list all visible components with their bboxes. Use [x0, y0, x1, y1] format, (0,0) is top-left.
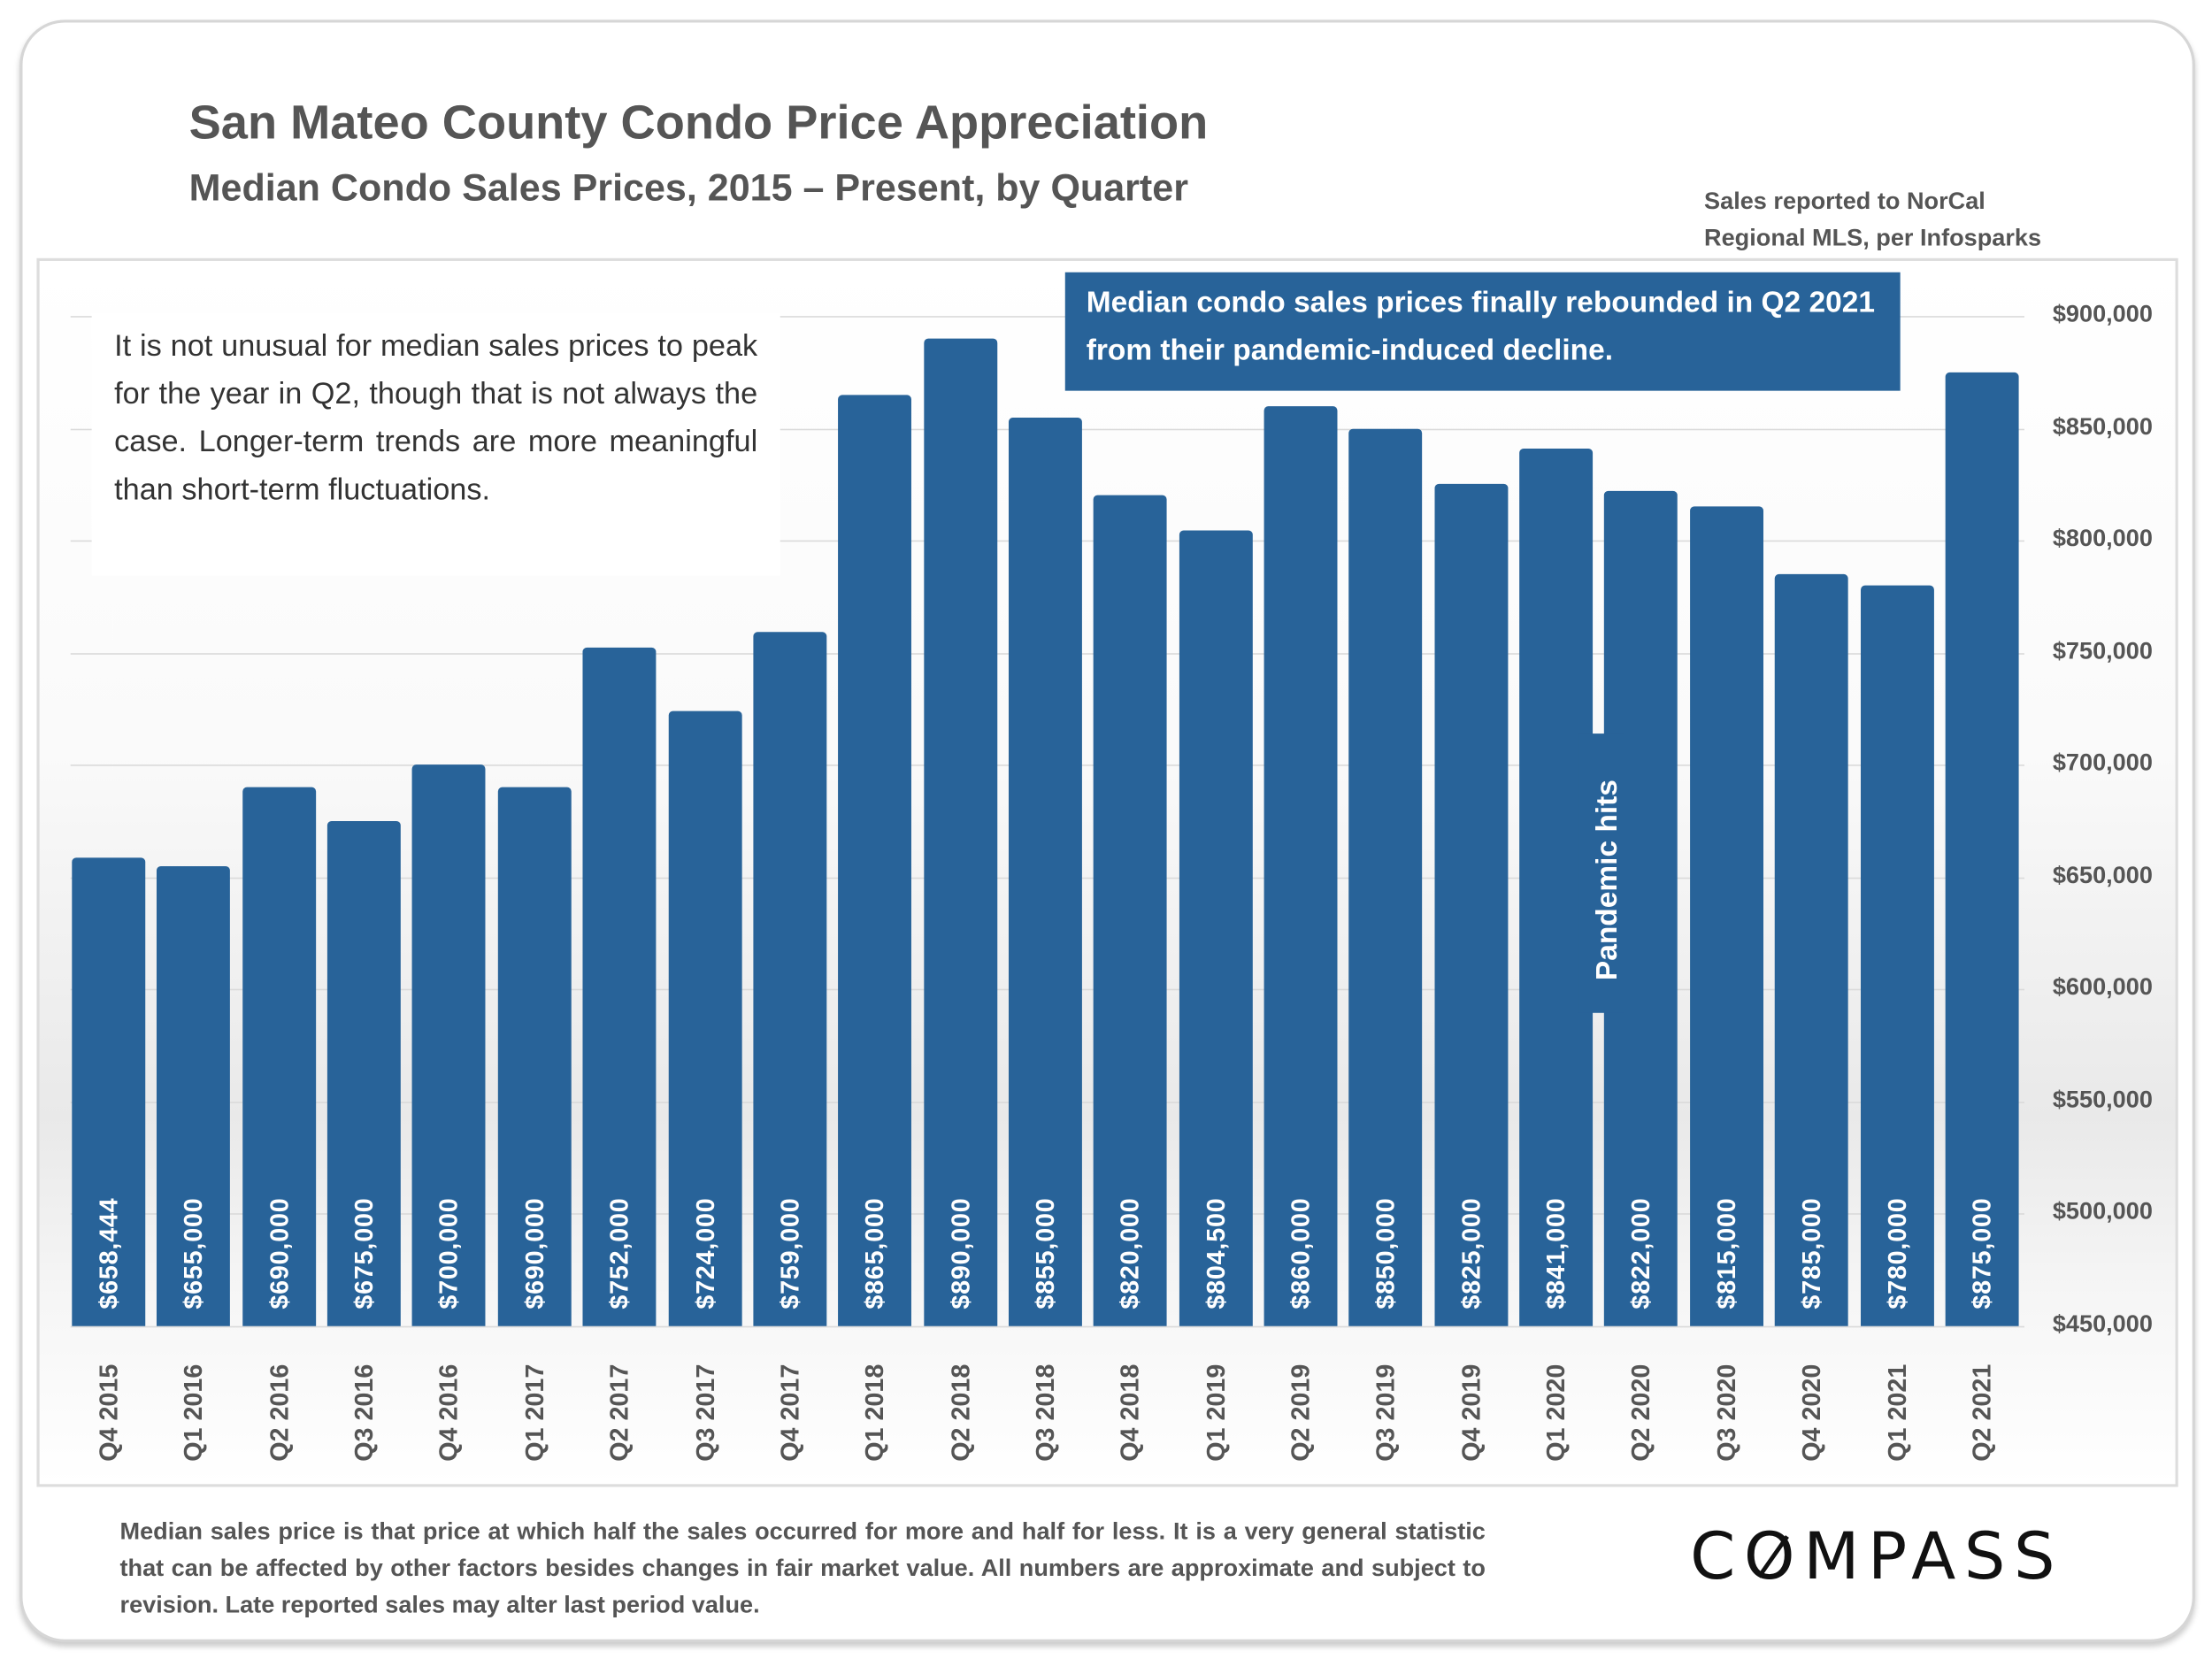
- source-line-2: Regional MLS, per Infosparks: [1704, 224, 2042, 251]
- bar: [1945, 372, 2019, 1326]
- bar: [412, 764, 487, 1326]
- bar-value-label: $690,000: [520, 1197, 549, 1310]
- x-tick-label: Q1 2021: [1882, 1363, 1911, 1462]
- bar: [1094, 495, 1168, 1326]
- y-tick-label: $900,000: [2052, 300, 2153, 327]
- bar: [497, 787, 572, 1326]
- bar: [838, 394, 912, 1326]
- bar-value-label: $658,444: [94, 1197, 123, 1310]
- y-tick-label: $800,000: [2052, 525, 2153, 552]
- y-tick-label: $500,000: [2052, 1198, 2153, 1225]
- bar-value-label: $690,000: [265, 1197, 294, 1310]
- bar: [667, 710, 741, 1326]
- bar-value-label: $655,000: [180, 1197, 208, 1310]
- callout-box: Median condo sales prices finally reboun…: [1064, 272, 1901, 391]
- x-tick-label: Q4 2020: [1797, 1363, 1826, 1462]
- bar-value-label: $841,000: [1541, 1197, 1571, 1310]
- x-tick-label: Q3 2017: [690, 1363, 719, 1462]
- bar-value-label: $820,000: [1116, 1197, 1145, 1310]
- footnote: Median sales price is that price at whic…: [119, 1517, 1486, 1618]
- y-tick-label: $650,000: [2052, 861, 2153, 889]
- bar-value-label: $700,000: [434, 1197, 464, 1310]
- x-tick-label: Q2 2017: [605, 1363, 634, 1462]
- bar-value-label: $850,000: [1371, 1197, 1401, 1310]
- bar-value-label: $785,000: [1797, 1197, 1826, 1310]
- bar: [1008, 417, 1082, 1326]
- x-tick-label: Q2 2021: [1968, 1363, 1996, 1462]
- bar: [1775, 573, 1848, 1326]
- bar-value-label: $752,000: [605, 1197, 634, 1310]
- bar: [327, 820, 401, 1326]
- source-note: Sales reported to NorCal Regional MLS, p…: [1704, 183, 2041, 257]
- x-tick-label: Q1 2016: [180, 1363, 208, 1462]
- y-tick-label: $450,000: [2052, 1310, 2153, 1338]
- x-tick-label: Q4 2017: [775, 1363, 804, 1462]
- x-tick-label: Q4 2016: [434, 1363, 464, 1462]
- bar-value-label: $875,000: [1968, 1197, 1996, 1310]
- note-box: It is not unusual for median sales price…: [91, 312, 780, 576]
- bar: [1263, 405, 1338, 1326]
- x-tick-label: Q1 2017: [520, 1363, 549, 1462]
- y-tick-label: $850,000: [2052, 412, 2153, 440]
- pandemic-label: Pandemic hits: [1591, 780, 1624, 981]
- bar-value-label: $860,000: [1286, 1197, 1316, 1310]
- x-tick-label: Q1 2019: [1201, 1363, 1230, 1462]
- x-tick-label: Q3 2019: [1371, 1363, 1401, 1462]
- x-tick-label: Q3 2020: [1712, 1363, 1741, 1462]
- x-tick-label: Q2 2016: [265, 1363, 294, 1462]
- bar: [72, 857, 146, 1326]
- x-tick-label: Q4 2018: [1116, 1363, 1145, 1462]
- x-tick-label: Q3 2016: [349, 1363, 379, 1462]
- bar: [753, 632, 827, 1326]
- bar: [1689, 506, 1763, 1326]
- bar-value-label: $759,000: [775, 1197, 804, 1310]
- bar: [242, 787, 316, 1326]
- y-tick-label: $600,000: [2052, 973, 2153, 1001]
- gridline: [70, 1325, 2024, 1328]
- bar-value-label: $724,000: [690, 1197, 719, 1310]
- gridline: [70, 316, 2024, 318]
- bar: [1860, 585, 1934, 1326]
- x-tick-label: Q4 2019: [1456, 1363, 1486, 1462]
- x-tick-label: Q2 2020: [1627, 1363, 1655, 1462]
- bar: [157, 865, 231, 1326]
- bar-value-label: $780,000: [1882, 1197, 1911, 1310]
- bar-value-label: $865,000: [860, 1197, 889, 1310]
- x-tick-label: Q3 2018: [1031, 1363, 1060, 1462]
- bar-value-label: $890,000: [946, 1197, 975, 1310]
- source-line-1: Sales reported to NorCal: [1704, 188, 1985, 215]
- bar-value-label: $825,000: [1456, 1197, 1486, 1310]
- bar-value-label: $675,000: [349, 1197, 379, 1310]
- x-tick-label: Q4 2015: [94, 1363, 123, 1462]
- bar: [923, 338, 997, 1326]
- page-subtitle: Median Condo Sales Prices, 2015 – Presen…: [188, 166, 1188, 209]
- y-tick-label: $700,000: [2052, 749, 2153, 777]
- bar-value-label: $855,000: [1031, 1197, 1060, 1310]
- x-tick-label: Q2 2019: [1286, 1363, 1316, 1462]
- y-tick-label: $750,000: [2052, 637, 2153, 664]
- bar: [1348, 427, 1423, 1326]
- y-tick-label: $550,000: [2052, 1086, 2153, 1113]
- page-title: San Mateo County Condo Price Appreciatio…: [188, 96, 1209, 150]
- x-tick-label: Q2 2018: [946, 1363, 975, 1462]
- bar-value-label: $822,000: [1627, 1197, 1655, 1310]
- bar: [582, 648, 657, 1326]
- bar: [1179, 530, 1253, 1326]
- bar-value-label: $804,500: [1201, 1197, 1230, 1310]
- pandemic-marker: [1578, 733, 1624, 1013]
- compass-logo: COMPASS: [1690, 1517, 2064, 1594]
- bar-value-label: $815,000: [1712, 1197, 1741, 1310]
- x-tick-label: Q1 2020: [1541, 1363, 1571, 1462]
- x-tick-label: Q1 2018: [860, 1363, 889, 1462]
- bar: [1434, 484, 1509, 1326]
